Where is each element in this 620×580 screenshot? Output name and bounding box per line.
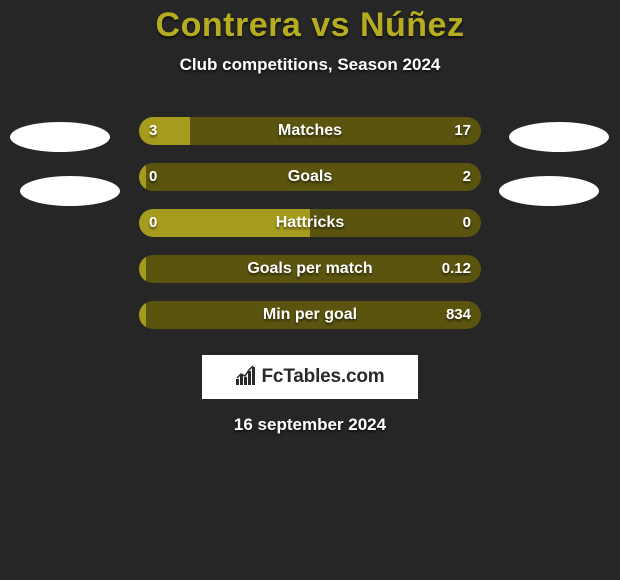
logo-text-before: Fc <box>262 366 284 387</box>
stats-container: 317Matches02Goals00Hattricks0.12Goals pe… <box>0 117 620 329</box>
stat-row: 834Min per goal <box>0 301 620 329</box>
player-right-ellipse-1 <box>509 122 609 152</box>
stat-label: Matches <box>139 117 481 145</box>
stat-row: 0.12Goals per match <box>0 255 620 283</box>
fctables-logo: FcTables.com <box>202 355 418 399</box>
stat-label: Min per goal <box>139 301 481 329</box>
stat-label: Goals per match <box>139 255 481 283</box>
page-title: Contrera vs Núñez <box>0 6 620 45</box>
date-text: 16 september 2024 <box>0 415 620 435</box>
subtitle: Club competitions, Season 2024 <box>0 55 620 75</box>
content-wrapper: Contrera vs Núñez Club competitions, Sea… <box>0 0 620 435</box>
player-left-ellipse-1 <box>10 122 110 152</box>
player-right-ellipse-2 <box>499 176 599 206</box>
logo-text-after: Tables.com <box>283 366 384 387</box>
stat-label: Goals <box>139 163 481 191</box>
player-left-ellipse-2 <box>20 176 120 206</box>
stat-row: 00Hattricks <box>0 209 620 237</box>
logo-chart-icon <box>236 365 258 390</box>
stat-label: Hattricks <box>139 209 481 237</box>
logo-text: FcTables.com <box>262 366 385 388</box>
